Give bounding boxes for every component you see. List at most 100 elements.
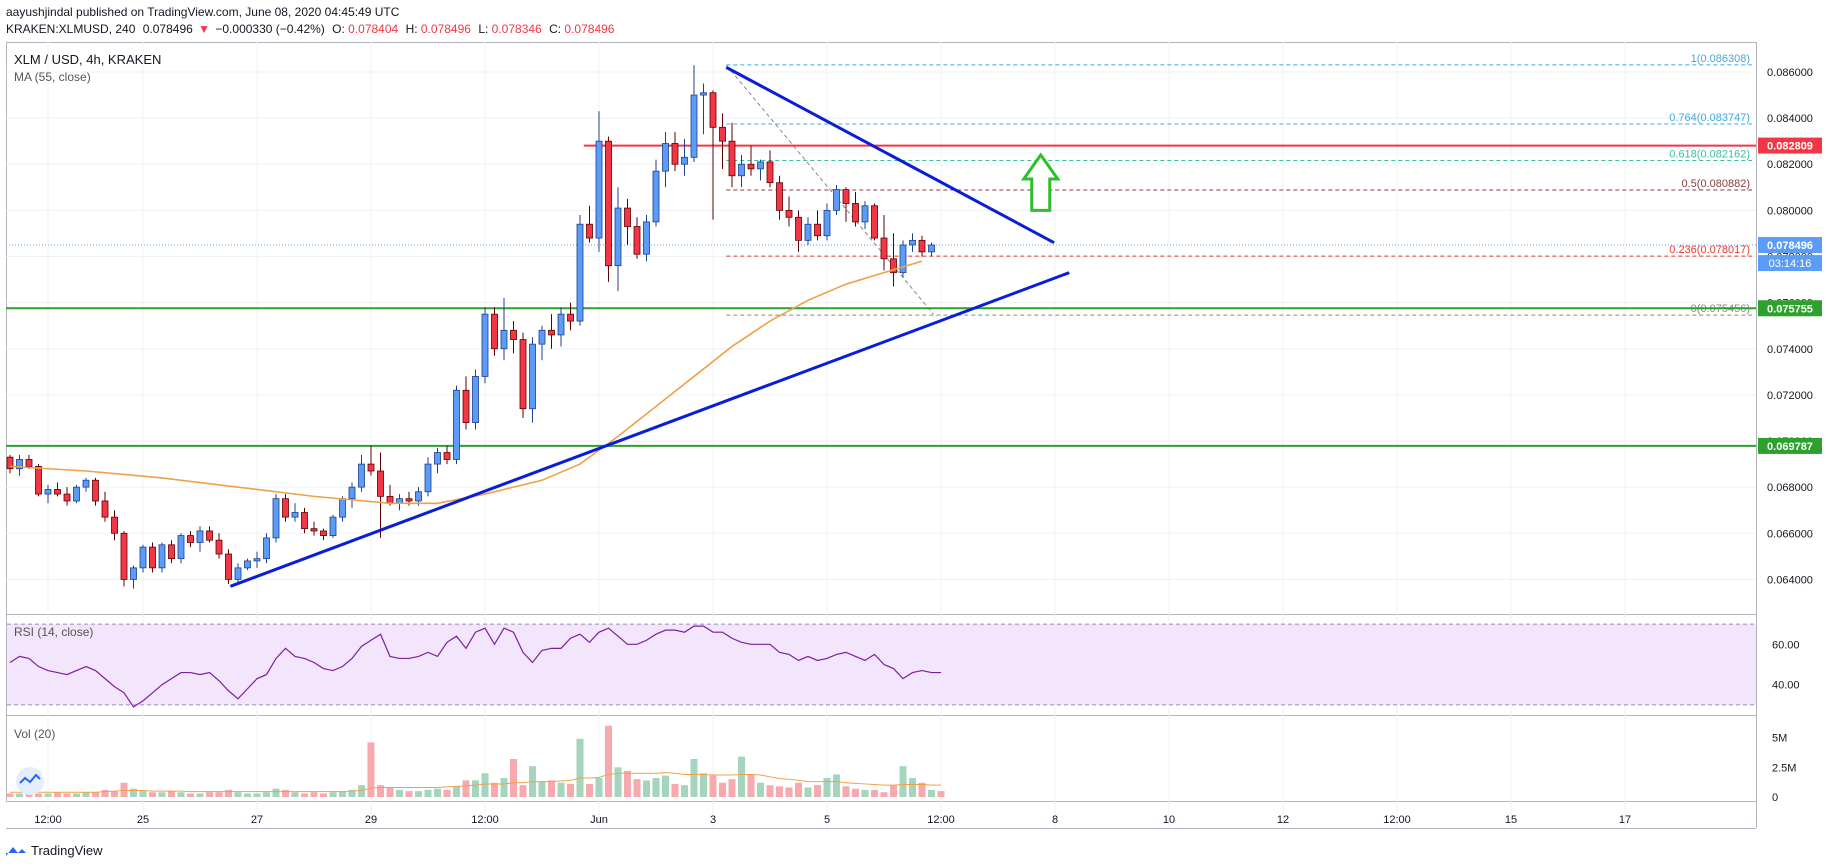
candle-body (282, 498, 289, 518)
price-tick-label: 0.082000 (1767, 159, 1813, 171)
candle-body (728, 140, 736, 177)
volume-bar (557, 782, 565, 797)
time-tick-label: 15 (1505, 814, 1517, 826)
last-price: 0.078496 (143, 22, 193, 36)
candle-body (576, 223, 584, 322)
volume-bar (386, 787, 394, 797)
ma-55-line (9, 260, 923, 505)
volume-bar (54, 792, 61, 797)
volume-bar (899, 766, 907, 797)
fib-level-label: 0.236(0.078017) (1669, 244, 1750, 256)
volume-bar (548, 780, 555, 797)
candle-body (16, 459, 23, 470)
candle-body (377, 470, 384, 497)
candle-body (928, 244, 935, 253)
volume-bar (149, 792, 156, 797)
candle-body (263, 537, 270, 560)
time-tick-label: 12:00 (927, 814, 955, 826)
candle-body (120, 532, 128, 580)
volume-bar (367, 742, 375, 797)
volume-bar (785, 787, 793, 797)
price-tick-label: 0.064000 (1767, 574, 1813, 586)
candle-body (443, 452, 451, 460)
price-tick-label: 0.072000 (1767, 390, 1813, 402)
candle-body (329, 516, 337, 536)
price-label-box (1758, 237, 1822, 254)
volume-bar (510, 759, 517, 797)
ma-55-polyline (9, 260, 923, 505)
candle-body (890, 258, 897, 274)
volume-pane (6, 725, 945, 797)
candle-body (861, 205, 869, 223)
volume-bar (481, 773, 489, 797)
volume-bar (320, 793, 327, 797)
volume-bar (766, 785, 774, 797)
price-label-box (1758, 300, 1822, 317)
candle-body (738, 163, 745, 177)
volume-bar (823, 778, 831, 797)
volume-bar (633, 779, 641, 797)
high-label: H: (406, 22, 418, 36)
candle-body (804, 223, 812, 241)
candle-body (310, 528, 318, 532)
candle-body (177, 535, 185, 560)
volume-bar (253, 793, 261, 797)
symbol-label: KRAKEN:XLMUSD, 240 (6, 22, 136, 36)
volume-bar (937, 791, 945, 797)
candle-body (880, 237, 888, 260)
volume-bar (852, 788, 859, 797)
price-tick-label: 0.066000 (1767, 528, 1813, 540)
candle-body (595, 140, 603, 239)
candle-body (795, 216, 802, 241)
tradingview-logo[interactable]: TradingView (6, 843, 103, 858)
volume-bar (73, 793, 80, 797)
candle-body (871, 205, 878, 239)
candle-body (842, 189, 850, 204)
candle-body (510, 329, 517, 340)
candle-body (624, 207, 631, 227)
volume-bar (928, 789, 935, 797)
volume-bar (671, 783, 679, 797)
time-axis[interactable]: 12:00 25 27 29 12:00 Jun 3 5 12:00 8 10 12 12:00 15 17 (34, 814, 1631, 826)
volume-bar (301, 793, 308, 797)
candle-body (557, 313, 565, 336)
price-label-text: 0.069787 (1767, 441, 1813, 453)
candle-body (158, 544, 166, 569)
volume-bar (282, 789, 289, 797)
candle-body (415, 491, 422, 502)
legend-title: XLM / USD, 4h, KRAKEN (14, 52, 161, 67)
price-label-text: 0.075755 (1767, 303, 1813, 315)
candle-body (187, 535, 194, 543)
candle-body (92, 479, 99, 502)
volume-bar (643, 780, 650, 797)
volume-bar (776, 786, 783, 797)
volume-bar (624, 770, 631, 797)
trendlines[interactable] (229, 66, 1070, 588)
fib-diagonal (725, 64, 934, 315)
candle-body (614, 207, 622, 267)
price-axis[interactable]: 0.0860000.0840000.0820000.0800000.078000… (1758, 67, 1822, 804)
candle-body (709, 92, 717, 128)
candle-body (168, 544, 175, 560)
fib-level-label: 0.5(0.080882) (1682, 178, 1751, 190)
price-label-box (1758, 437, 1822, 454)
volume-bar (747, 774, 755, 797)
volume-bar (120, 782, 128, 797)
volume-bar (234, 792, 242, 797)
volume-bar (814, 785, 821, 797)
volume-tick-label: 0 (1772, 792, 1778, 804)
volume-ma-line (10, 772, 941, 793)
fib-level-label: 0.764(0.083747) (1669, 112, 1750, 124)
volume-bar (415, 791, 422, 797)
countdown-box (1758, 255, 1822, 272)
fibonacci-retracement[interactable]: 1(0.086308) 0.764(0.083747) 0.618(0.082162… (725, 53, 1752, 316)
volume-bar (291, 792, 299, 797)
volume-bar (462, 780, 470, 797)
candle-body (643, 221, 650, 255)
volume-bar (652, 778, 660, 797)
volume-tick-label: 5M (1772, 733, 1787, 745)
horizontal-levels[interactable] (6, 144, 1756, 447)
time-tick-label: 8 (1052, 814, 1058, 826)
candle-body (519, 339, 527, 410)
